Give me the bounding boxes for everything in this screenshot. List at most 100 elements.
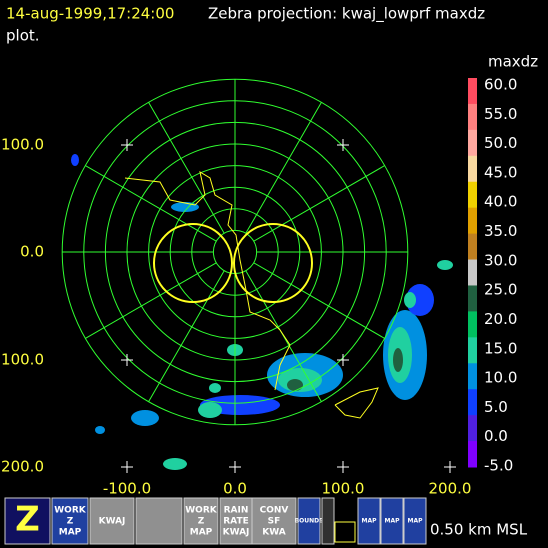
colorbar-label: 60.0 — [484, 76, 517, 94]
radar-echoes — [71, 154, 453, 470]
colorbar-label: 30.0 — [484, 251, 517, 269]
axis-labels: -100.0 0.0 100.0 200.0 100.0 0.0 100.0 200.0 — [1, 136, 471, 498]
button-label[interactable]: SF — [268, 517, 281, 527]
colorbar-segment — [468, 311, 477, 338]
toolbar-button[interactable]: MAP — [403, 497, 427, 545]
button-label[interactable]: RATE — [223, 517, 248, 527]
button-label[interactable]: KWAJ — [99, 517, 126, 527]
colorbar-label: 55.0 — [484, 105, 517, 123]
button-label[interactable]: MAP — [59, 528, 82, 538]
button-label[interactable]: BOUNDS — [295, 518, 324, 525]
y-label: 200.0 — [1, 458, 44, 476]
toolbar-button[interactable] — [135, 497, 183, 545]
button-label[interactable]: Z — [198, 517, 205, 527]
button-face[interactable] — [251, 497, 297, 545]
toolbar-button[interactable] — [321, 497, 335, 545]
colorbar-segment — [468, 363, 477, 390]
colorbar-label: 35.0 — [484, 222, 517, 240]
spoke — [85, 165, 217, 242]
x-label: 100.0 — [322, 480, 365, 498]
button-face[interactable] — [297, 497, 321, 545]
button-label[interactable]: RAIN — [224, 506, 249, 516]
button-label[interactable]: MAP — [361, 518, 377, 525]
button-label[interactable]: Z — [15, 500, 40, 540]
title-cont: plot. — [6, 27, 40, 45]
colorbar-segment — [468, 337, 477, 364]
colorbar-label: 50.0 — [484, 134, 517, 152]
colorbar: 60.0 55.0 50.0 45.0 40.0 35.0 30.0 25.0 20.0 15.0… — [468, 76, 517, 475]
y-label: 100.0 — [1, 351, 44, 369]
button-face[interactable] — [357, 497, 381, 545]
timestamp: 14-aug-1999,17:24:00 — [6, 5, 174, 23]
button-face[interactable] — [219, 497, 253, 545]
spoke — [148, 270, 225, 402]
map-overlay — [124, 170, 379, 419]
title: Zebra projection: kwaj_lowprf maxdz — [208, 5, 485, 24]
toolbar: Z WORKZMAPKWAJWORKZMAPRAINRATEKWAJCONVSFK… — [4, 497, 427, 545]
y-label: 100.0 — [1, 136, 44, 154]
button-label[interactable]: KWAJ — [223, 528, 250, 538]
colorbar-segment — [468, 441, 477, 468]
button-face[interactable] — [135, 497, 183, 545]
button-label[interactable]: WORK — [54, 506, 87, 516]
spoke — [148, 102, 225, 234]
toolbar-button[interactable]: BOUNDS — [295, 497, 324, 545]
colorbar-label: 40.0 — [484, 193, 517, 211]
colorbar-segment — [468, 181, 477, 209]
colorbar-label: 20.0 — [484, 310, 517, 328]
colorbar-segment — [468, 389, 477, 416]
colorbar-segment — [468, 259, 477, 286]
button-face[interactable] — [89, 497, 135, 545]
colorbar-label: 15.0 — [484, 339, 517, 357]
grid-button[interactable] — [334, 521, 356, 543]
colorbar-label: 25.0 — [484, 281, 517, 299]
button-label[interactable]: WORK — [185, 506, 218, 516]
spoke — [253, 262, 385, 339]
colorbar-label: 5.0 — [484, 398, 508, 416]
colorbar-segment — [468, 78, 477, 105]
colorbar-segment — [468, 155, 477, 183]
button-face[interactable] — [51, 497, 89, 545]
spoke — [85, 262, 217, 339]
colorbar-label: -5.0 — [484, 457, 513, 475]
toolbar-button[interactable]: KWAJ — [89, 497, 135, 545]
button-face[interactable] — [4, 497, 51, 545]
button-face[interactable] — [321, 497, 335, 545]
colorbar-label: 45.0 — [484, 163, 517, 181]
colorbar-title: maxdz — [488, 53, 538, 71]
altitude: 0.50 km MSL — [430, 521, 528, 539]
colorbar-segment — [468, 415, 477, 442]
x-label: 0.0 — [223, 480, 247, 498]
button-face[interactable] — [403, 497, 427, 545]
button-face[interactable] — [334, 521, 356, 543]
x-label: -100.0 — [103, 480, 151, 498]
x-label: 200.0 — [429, 480, 472, 498]
button-label[interactable]: MAP — [384, 518, 400, 525]
colorbar-label: 0.0 — [484, 427, 508, 445]
colorbar-segment — [468, 103, 477, 131]
toolbar-button[interactable]: MAP — [357, 497, 381, 545]
spoke — [245, 102, 322, 234]
button-label[interactable]: KWA — [262, 528, 285, 538]
toolbar-button[interactable]: MAP — [380, 497, 404, 545]
colorbar-segment — [468, 207, 477, 235]
button-label[interactable]: CONV — [260, 506, 289, 516]
button-face[interactable] — [380, 497, 404, 545]
colorbar-segment — [468, 233, 477, 261]
button-label[interactable]: Z — [67, 517, 74, 527]
colorbar-segment — [468, 129, 477, 157]
button-label[interactable]: MAP — [407, 518, 423, 525]
toolbar-button[interactable]: Z — [4, 497, 51, 545]
button-face[interactable] — [183, 497, 219, 545]
range-rings — [61, 78, 456, 473]
spoke — [253, 165, 385, 242]
colorbar-label: 10.0 — [484, 369, 517, 387]
button-label[interactable]: MAP — [190, 528, 213, 538]
y-label: 0.0 — [20, 243, 44, 261]
colorbar-segment — [468, 285, 477, 312]
